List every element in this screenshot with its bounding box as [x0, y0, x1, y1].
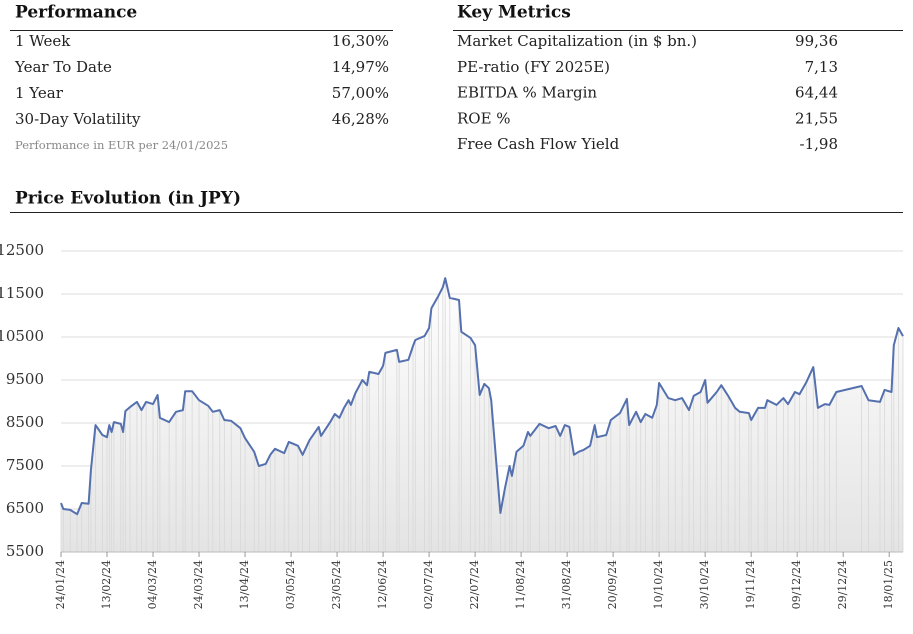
x-tick-label: 18/01/25	[882, 560, 895, 609]
chart-title: Price Evolution (in JPY)	[15, 189, 241, 209]
row-label: 1 Year	[15, 84, 64, 102]
row-label: ROE %	[457, 109, 511, 127]
section-title: Key Metrics	[457, 3, 571, 23]
section-title: Performance	[15, 3, 137, 23]
y-tick-label: 6500	[6, 499, 44, 517]
x-tick-label: 23/05/24	[330, 560, 343, 609]
x-tick-label: 19/11/24	[744, 560, 757, 609]
x-tick-label: 31/08/24	[560, 560, 573, 609]
y-tick-label: 10500	[0, 327, 44, 345]
x-tick-label: 13/02/24	[100, 560, 113, 609]
y-tick-label: 7500	[6, 456, 44, 474]
row-value: 16,30%	[332, 32, 389, 50]
x-tick-label: 10/10/24	[652, 560, 665, 609]
row-label: EBITDA % Margin	[457, 84, 597, 102]
x-tick-label: 12/06/24	[376, 560, 389, 609]
y-tick-label: 8500	[6, 413, 44, 431]
area	[61, 278, 903, 552]
row-label: Market Capitalization (in $ bn.)	[457, 32, 697, 50]
note: Performance in EUR per 24/01/2025	[15, 138, 228, 152]
y-tick-label: 5500	[6, 542, 44, 560]
row-value: 46,28%	[332, 110, 389, 128]
x-tick-label: 09/12/24	[790, 560, 803, 609]
row-label: PE-ratio (FY 2025E)	[457, 58, 610, 76]
x-tick-label: 03/05/24	[284, 560, 297, 609]
x-tick-label: 11/08/24	[514, 560, 527, 609]
chart: 5500 6500 7500 8500 9500 10500 11500 12500 24/01…	[0, 241, 904, 609]
x-tick-label: 02/07/24	[422, 560, 435, 609]
x-tick-label: 30/10/24	[698, 560, 711, 609]
row-label: 1 Week	[15, 32, 71, 50]
y-tick-label: 11500	[0, 284, 44, 302]
y-tick-label: 12500	[0, 241, 44, 259]
row-value: 7,13	[805, 58, 838, 76]
row-value: 99,36	[795, 32, 838, 50]
x-tick-label: 24/01/24	[54, 560, 67, 609]
row-value: 21,55	[795, 109, 838, 127]
x-tick-label: 22/07/24	[468, 560, 481, 609]
line	[60, 277, 904, 516]
x-tick-label: 04/03/24	[146, 560, 159, 609]
row-value: -1,98	[800, 135, 838, 153]
x-tick-label: 29/12/24	[836, 560, 849, 609]
row-label: 30-Day Volatility	[15, 110, 141, 128]
y-tick-label: 9500	[6, 370, 44, 388]
performance-table: Performance 1 Week 16,30% Year To Date 14,9…	[10, 3, 393, 152]
key-metrics-table: Key Metrics Market Capitalization (in $ …	[453, 3, 903, 153]
row-value: 64,44	[795, 84, 838, 102]
row-value: 57,00%	[332, 84, 389, 102]
row-label: Free Cash Flow Yield	[457, 135, 620, 153]
row-label: Year To Date	[14, 58, 112, 76]
x-tick-label: 13/04/24	[238, 560, 251, 609]
x-tick-label: 24/03/24	[192, 560, 205, 609]
x-tick-label: 20/09/24	[606, 560, 619, 609]
row-value: 14,97%	[332, 58, 389, 76]
